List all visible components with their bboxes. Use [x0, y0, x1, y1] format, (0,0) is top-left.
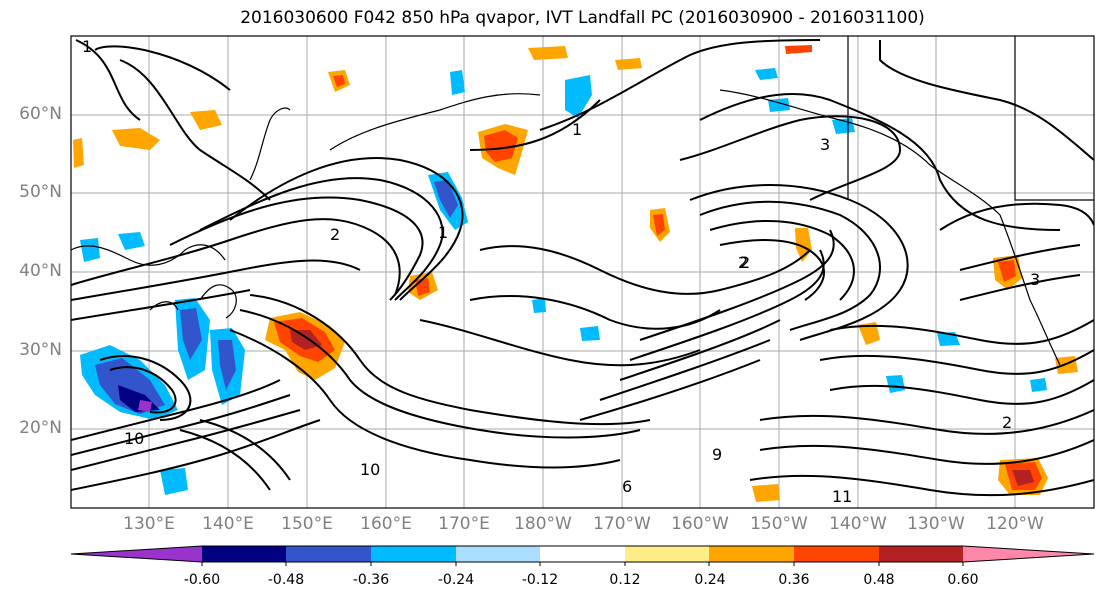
contour-label: 3 [1030, 270, 1040, 289]
colorbar-tick-label: -0.36 [352, 572, 390, 588]
lon-label: 130°W [907, 514, 965, 534]
lat-label-50n: 50°N [19, 182, 62, 202]
contour-label: 10 [360, 460, 380, 479]
contour-label: 1 [82, 37, 92, 56]
colorbar-tick-label: 0.24 [694, 572, 726, 588]
lon-label: 170°W [593, 514, 651, 534]
lon-label: 140°W [829, 514, 887, 534]
lon-label: 150°E [281, 514, 333, 534]
lon-label: 140°E [202, 514, 254, 534]
lon-label: 180°W [514, 514, 572, 534]
colorbar-tick-label: -0.12 [521, 572, 559, 588]
lon-label: 160°W [671, 514, 729, 534]
contour-label: 2 [330, 225, 340, 244]
lat-label-30n: 30°N [19, 340, 62, 360]
contour-label: 2 [738, 253, 748, 272]
map-panel: 1 1 2 2 3 3 10 10 2 2 11 9 1 6 [70, 35, 1095, 509]
contour-label: 2 [740, 253, 750, 272]
figure-title: 2016030600 F042 850 hPa qvapor, IVT Land… [240, 8, 925, 28]
coastlines [71, 36, 1094, 366]
lon-label: 130°E [123, 514, 175, 534]
shaded-qvapor-anomalies [73, 45, 1078, 502]
colorbar-tick-label: 0.60 [947, 572, 979, 588]
contour-label: 1 [572, 120, 582, 139]
lon-label: 120°W [986, 514, 1044, 534]
colorbar-tick-label: -0.24 [437, 572, 475, 588]
lat-label-60n: 60°N [19, 104, 62, 124]
lon-label: 170°E [438, 514, 490, 534]
contour-label: 10 [124, 429, 144, 448]
ivt-contours [71, 39, 1094, 497]
colorbar-tick-label: 0.12 [609, 572, 641, 588]
colorbar-tick-label: 0.36 [778, 572, 810, 588]
lat-label-20n: 20°N [19, 418, 62, 438]
colorbar-tick-label: 0.48 [863, 572, 895, 588]
contour-label: 9 [712, 445, 722, 464]
contour-label: 6 [622, 477, 632, 496]
colorbar-tick-label: -0.48 [267, 572, 305, 588]
contour-label: 1 [438, 223, 448, 242]
contour-label: 3 [820, 135, 830, 154]
lon-label: 150°W [750, 514, 808, 534]
contour-label-group: 1 1 2 2 3 3 10 10 2 2 11 9 1 6 [82, 37, 1040, 506]
contour-label: 2 [1002, 413, 1012, 432]
colorbar-tick-label: -0.60 [183, 572, 221, 588]
lon-label: 160°E [360, 514, 412, 534]
contour-label: 11 [832, 487, 852, 506]
lat-label-40n: 40°N [19, 261, 62, 281]
